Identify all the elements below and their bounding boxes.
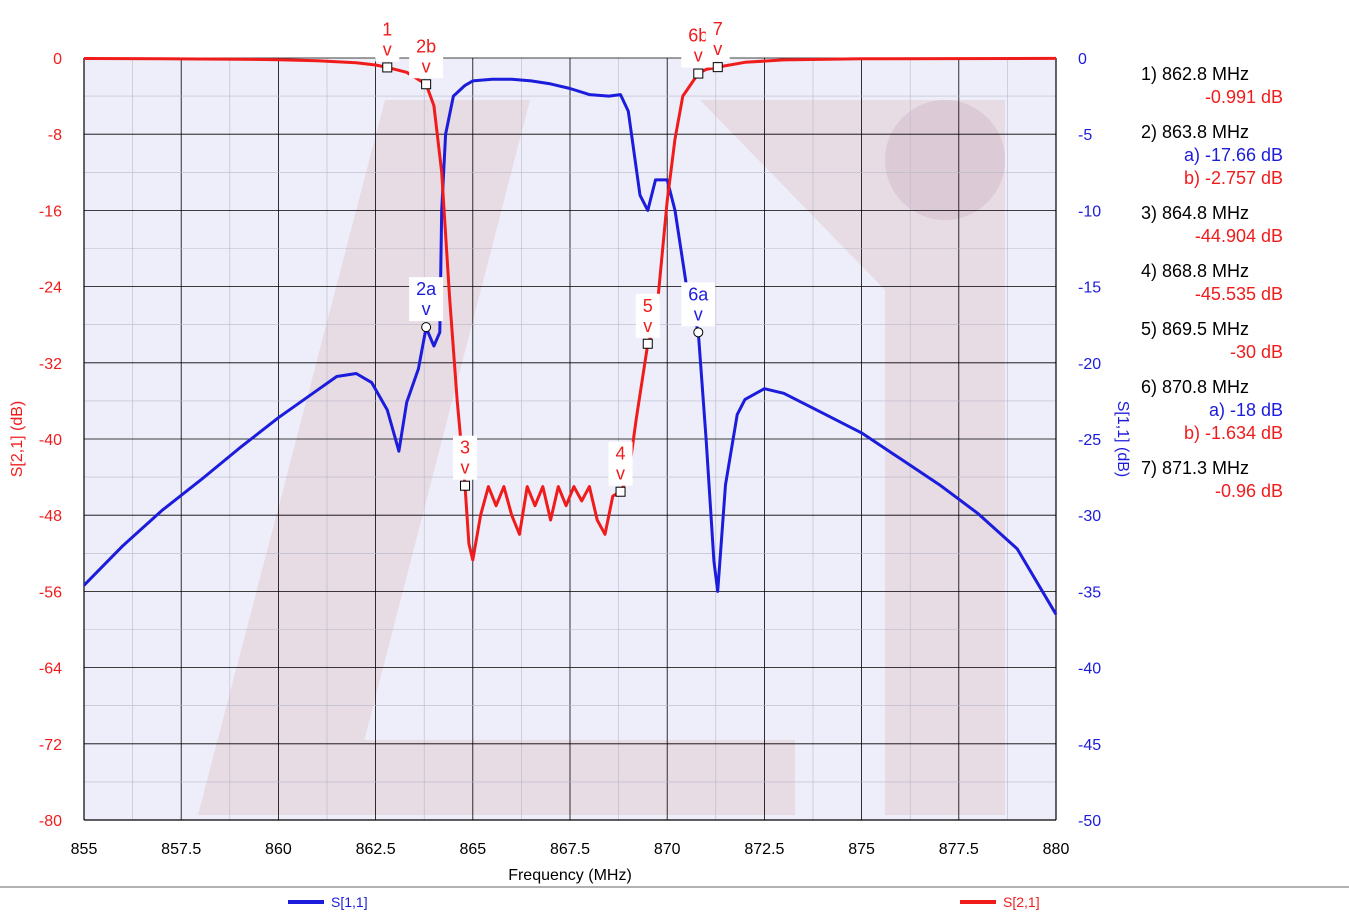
marker-point <box>382 62 393 73</box>
marker-label: 3 <box>460 438 470 458</box>
x-tick-label: 875 <box>848 841 875 858</box>
marker-readout-frequency: 1) 862.8 MHz <box>1141 64 1249 84</box>
marker-label-box <box>375 17 400 62</box>
marker-label: 6a <box>688 284 709 304</box>
marker-caret: v <box>461 458 470 478</box>
marker-label: 7 <box>713 19 723 39</box>
y-right-tick-label: -25 <box>1078 432 1101 449</box>
marker-readout-value: a) -18 dB <box>1209 400 1283 420</box>
marker-readout-frequency: 5) 869.5 MHz <box>1141 319 1249 339</box>
y-left-tick-label: -8 <box>48 127 62 144</box>
marker-caret: v <box>422 56 431 76</box>
marker-caret: v <box>713 39 722 59</box>
marker-label: 1 <box>382 19 392 39</box>
x-tick-label: 867.5 <box>550 841 590 858</box>
marker-caret: v <box>694 304 703 324</box>
marker-readouts: 1) 862.8 MHz -0.991 dB 2) 863.8 MHz a) -17.… <box>1141 64 1283 501</box>
y-left-axis-title: S[2,1] (dB) <box>9 401 26 477</box>
y-right-tick-label: -5 <box>1078 127 1092 144</box>
y-left-tick-label: -40 <box>39 432 62 449</box>
x-tick-label: 857.5 <box>161 841 201 858</box>
y-right-tick-label: 0 <box>1078 51 1087 68</box>
marker-caret: v <box>643 316 652 336</box>
marker-label: 2b <box>416 36 436 56</box>
marker-label: 5 <box>643 296 653 316</box>
marker-readout-frequency: 4) 868.8 MHz <box>1141 261 1249 281</box>
y-left-tick-label: 0 <box>53 51 62 68</box>
marker-label-box <box>453 435 478 480</box>
marker-readout-value: a) -17.66 dB <box>1184 145 1283 165</box>
y-right-tick-label: -15 <box>1078 280 1101 297</box>
marker-point <box>615 486 626 497</box>
x-tick-label: 877.5 <box>939 841 979 858</box>
marker-label-box <box>409 34 444 79</box>
x-tick-label: 870 <box>654 841 681 858</box>
x-tick-label: 862.5 <box>356 841 396 858</box>
y-left-tick-label: -72 <box>39 737 62 754</box>
legend-label: S[1,1] <box>331 894 368 910</box>
marker-readout-value: b) -2.757 dB <box>1184 168 1283 188</box>
grid <box>83 57 1057 821</box>
x-tick-label: 872.5 <box>744 841 784 858</box>
marker-point <box>421 79 432 90</box>
marker-readout-frequency: 7) 871.3 MHz <box>1141 458 1249 478</box>
y-right-axis-title: S[1,1] (dB) <box>1114 401 1131 477</box>
marker-readout-frequency: 2) 863.8 MHz <box>1141 122 1249 142</box>
marker-label: 2a <box>416 279 437 299</box>
marker-label-box <box>635 293 660 338</box>
marker-label: 4 <box>616 444 626 464</box>
y-left-tick-label: -16 <box>39 203 62 220</box>
marker-caret: v <box>383 39 392 59</box>
marker-label-box <box>705 17 730 62</box>
marker-point <box>460 480 471 491</box>
marker-readout-value: -0.96 dB <box>1215 481 1283 501</box>
marker-point <box>642 338 653 349</box>
marker-point <box>421 322 432 333</box>
y-right-tick-label: -35 <box>1078 584 1101 601</box>
y-right-tick-label: -30 <box>1078 508 1101 525</box>
marker-point <box>693 68 704 79</box>
legend-label: S[2,1] <box>1003 894 1040 910</box>
marker-point <box>712 62 723 73</box>
marker-point <box>693 327 704 338</box>
y-left-tick-label: -24 <box>39 280 62 297</box>
y-right-tick-label: -50 <box>1078 813 1101 830</box>
x-axis-title: Frequency (MHz) <box>508 867 632 884</box>
y-left-tick-label: -64 <box>39 661 62 678</box>
marker-readout-value: -44.904 dB <box>1195 226 1283 246</box>
marker-caret: v <box>616 464 625 484</box>
marker-label-box <box>681 282 716 327</box>
marker-label-box <box>608 441 633 486</box>
y-left-tick-label: -80 <box>39 813 62 830</box>
x-tick-label: 860 <box>265 841 292 858</box>
y-right-tick-label: -20 <box>1078 356 1101 373</box>
x-tick-label: 855 <box>71 841 98 858</box>
marker-readout-value: -0.991 dB <box>1205 87 1283 107</box>
marker-caret: v <box>694 46 703 66</box>
marker-readout-value: -30 dB <box>1230 342 1283 362</box>
series-line-s11 <box>82 77 1058 616</box>
marker-caret: v <box>422 299 431 319</box>
y-right-tick-label: -45 <box>1078 737 1101 754</box>
marker-readout-value: b) -1.634 dB <box>1184 423 1283 443</box>
marker-readout-value: -45.535 dB <box>1195 284 1283 304</box>
x-tick-label: 880 <box>1043 841 1070 858</box>
marker-label: 6b <box>688 26 708 46</box>
marker-label-box <box>409 277 444 322</box>
y-left-tick-label: -56 <box>39 584 62 601</box>
legend: S[1,1] S[2,1] <box>288 894 1040 910</box>
y-left-tick-label: -32 <box>39 356 62 373</box>
y-left-tick-label: -48 <box>39 508 62 525</box>
marker-readout-frequency: 3) 864.8 MHz <box>1141 203 1249 223</box>
tick-labels: 855 857.5 860 862.5 865 867.5 870 872.5 875 877.5… <box>39 51 1101 858</box>
marker-readout-frequency: 6) 870.8 MHz <box>1141 377 1249 397</box>
x-tick-label: 865 <box>459 841 486 858</box>
y-right-tick-label: -10 <box>1078 203 1101 220</box>
y-right-tick-label: -40 <box>1078 661 1101 678</box>
